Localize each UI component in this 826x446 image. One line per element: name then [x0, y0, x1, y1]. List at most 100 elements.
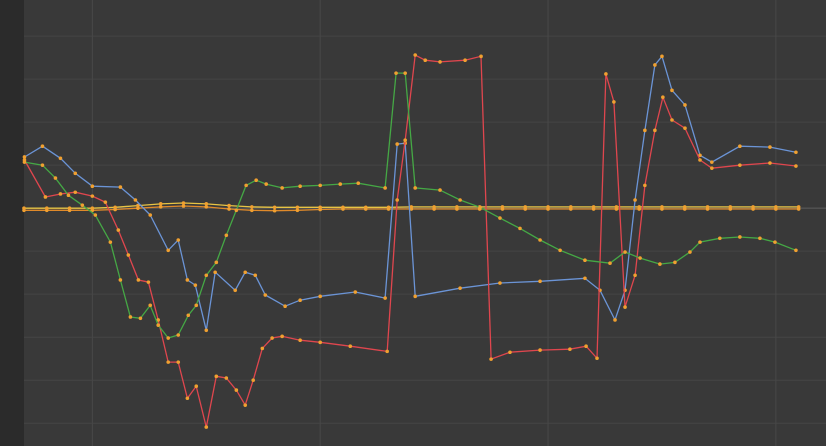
keyframe — [224, 233, 229, 238]
keyframe — [234, 388, 239, 392]
keyframe — [338, 182, 343, 186]
keyframe — [128, 315, 133, 319]
keyframe — [341, 207, 345, 211]
keyframe — [758, 236, 762, 241]
keyframe — [394, 71, 398, 75]
keyframe — [116, 228, 121, 232]
keyframe — [113, 207, 117, 212]
keyframe — [233, 288, 238, 293]
keyframe — [193, 283, 198, 287]
keyframe — [251, 378, 256, 382]
keyframe — [584, 344, 588, 349]
keyframe — [489, 357, 493, 361]
keyframe — [623, 250, 627, 254]
keyframe — [224, 376, 229, 380]
keyframe — [409, 207, 414, 211]
keyframe — [243, 403, 248, 407]
keyframe — [738, 235, 742, 239]
keyframe — [568, 347, 572, 352]
keyframe — [298, 338, 302, 342]
keyframe — [498, 216, 502, 220]
keyframe — [538, 279, 542, 284]
keyframe — [90, 208, 95, 213]
keyframe — [698, 240, 702, 244]
keyframe — [595, 356, 599, 361]
keyframe — [280, 334, 284, 339]
keyframe — [58, 192, 63, 196]
keyframe — [204, 205, 209, 209]
keyframe — [738, 163, 742, 167]
keyframe — [478, 205, 482, 210]
keyframe — [403, 138, 407, 143]
keyframe — [413, 186, 418, 190]
keyframe — [166, 248, 171, 253]
curve — [24, 72, 797, 339]
keyframe — [185, 396, 190, 401]
keyframe — [718, 236, 722, 241]
keyframe — [432, 207, 436, 211]
keyframe — [194, 303, 199, 308]
keyframe — [438, 188, 442, 192]
keyframe — [146, 280, 151, 284]
keyframe — [58, 156, 63, 161]
keyframe — [176, 360, 181, 364]
keyframe — [608, 261, 612, 266]
keyframe — [67, 208, 72, 213]
keyframe — [538, 348, 542, 352]
keyframe — [53, 176, 58, 180]
keyframe — [136, 203, 140, 208]
keyframe — [688, 250, 692, 254]
keyframe — [653, 63, 657, 67]
keyframe — [204, 273, 209, 278]
keyframe — [673, 260, 677, 265]
keyframe — [698, 153, 702, 158]
keyframe — [158, 202, 163, 206]
keyframe — [794, 150, 798, 155]
keyframe — [356, 181, 361, 186]
keyframe — [623, 305, 627, 309]
keyframe — [204, 425, 209, 429]
keyframe — [614, 207, 619, 211]
keyframe — [383, 296, 387, 300]
keyframe — [751, 207, 755, 211]
keyframe — [518, 226, 522, 231]
keyframe — [204, 202, 209, 206]
keyframe — [43, 195, 48, 199]
keyframe — [612, 100, 616, 104]
keyframe — [383, 186, 387, 190]
keyframe — [250, 208, 254, 213]
keyframe — [136, 206, 140, 210]
keyframe — [794, 248, 798, 253]
keyframe — [523, 207, 528, 211]
keyframe — [638, 256, 642, 260]
keyframe — [508, 350, 512, 355]
keyframe — [40, 163, 45, 167]
keyframe — [166, 360, 171, 364]
keyframe — [403, 71, 407, 75]
keyframe — [280, 186, 284, 190]
keyframe — [794, 164, 798, 168]
keyframe — [214, 374, 219, 379]
keyframe — [395, 142, 400, 146]
keyframe — [546, 207, 550, 211]
keyframe — [583, 258, 587, 263]
keyframe — [136, 278, 141, 282]
keyframe — [66, 193, 71, 198]
keyframe — [705, 207, 710, 211]
keyframe — [283, 304, 287, 309]
keyframe — [670, 118, 674, 122]
keyframe — [423, 58, 428, 63]
keyframe — [93, 213, 98, 217]
keyframe — [234, 208, 239, 213]
keyframe — [363, 207, 368, 211]
keyframe — [243, 270, 248, 275]
keyframe — [270, 336, 274, 340]
keyframe — [181, 204, 186, 208]
keyframe — [244, 183, 248, 188]
keyframe — [683, 103, 687, 107]
left-strip — [0, 0, 24, 446]
keyframe — [455, 207, 459, 211]
keyframe — [126, 253, 131, 257]
